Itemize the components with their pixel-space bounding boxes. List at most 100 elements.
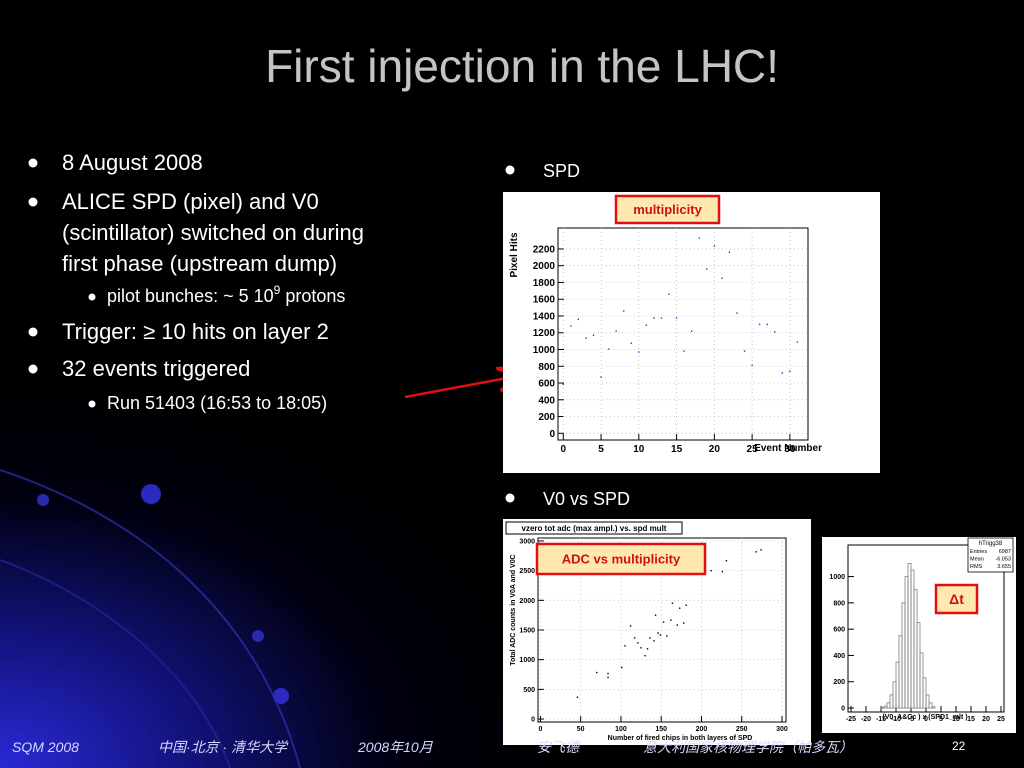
- data-point: [654, 614, 657, 616]
- data-point: [710, 569, 712, 572]
- data-point: [743, 350, 746, 352]
- y-tick-label: 1000: [829, 574, 845, 581]
- x-tick-label: -25: [846, 716, 856, 723]
- data-point: [653, 640, 655, 642]
- y-tick-label: 500: [523, 687, 535, 694]
- annotation-box: [614, 194, 721, 225]
- data-point: [659, 634, 662, 636]
- stats-value: -6.053: [995, 557, 1011, 563]
- bullet: [505, 493, 515, 503]
- data-point: [670, 619, 672, 621]
- x-tick-label: 0: [924, 716, 928, 723]
- data-point: [736, 312, 738, 314]
- decor-dot: [37, 494, 49, 506]
- histogram-bar: [925, 694, 930, 709]
- x-tick-label: 50: [577, 726, 585, 733]
- decor-dot: [252, 630, 264, 642]
- y-tick-label: 1000: [519, 657, 535, 664]
- chart-panel: [503, 192, 880, 473]
- data-point: [596, 671, 598, 674]
- x-tick-label: 0: [561, 444, 567, 455]
- data-point: [607, 672, 609, 675]
- superscript: 9: [274, 283, 281, 297]
- stats-label: RMS: [970, 564, 983, 570]
- data-point: [721, 570, 724, 573]
- footer-place: 中国·北京 · 清华大学: [158, 739, 289, 755]
- y-axis-label: Total ADC counts in V0A and V0C: [510, 554, 517, 665]
- data-point: [796, 341, 799, 343]
- plot-frame: [557, 227, 809, 441]
- bullet: [28, 327, 38, 337]
- data-point: [577, 318, 580, 321]
- data-point: [755, 551, 757, 553]
- x-tick-label: 10: [952, 716, 960, 723]
- data-point: [690, 330, 693, 332]
- data-point: [789, 370, 791, 372]
- x-tick-label: -15: [876, 716, 886, 723]
- data-point: [607, 348, 610, 350]
- data-point: [629, 625, 632, 627]
- data-point: [774, 331, 776, 333]
- bullet-text: first phase (upstream dump): [62, 251, 337, 276]
- annotation: ADC vs multiplicity: [562, 552, 681, 567]
- bullet: [28, 364, 38, 374]
- y-tick-label: 1500: [519, 627, 535, 634]
- stats-value: 3.655: [997, 564, 1011, 570]
- y-tick-label: 1200: [533, 328, 556, 339]
- data-point: [649, 637, 651, 639]
- data-point: [706, 268, 708, 270]
- text-part: Run 51403 (16:53 to 18:05): [107, 393, 327, 413]
- text-part: protons: [280, 286, 345, 306]
- histogram-bar: [931, 706, 936, 709]
- data-point: [675, 317, 678, 319]
- bullet-text: (scintillator) switched on during: [62, 220, 364, 245]
- bullet: [505, 165, 515, 175]
- x-tick-label: 30: [784, 444, 796, 455]
- y-tick-label: 1800: [533, 278, 556, 289]
- data-point: [660, 317, 663, 319]
- bullet-text: 8 August 2008: [62, 150, 203, 175]
- data-point: [662, 621, 665, 623]
- sub-bullet: [88, 293, 96, 301]
- data-point: [679, 607, 681, 609]
- y-tick-label: 400: [538, 395, 555, 406]
- data-point: [698, 237, 700, 239]
- data-point: [653, 317, 655, 319]
- sub-bullet-text: Run 51403 (16:53 to 18:05): [107, 393, 327, 413]
- x-tick-label: 25: [997, 716, 1005, 723]
- data-point: [725, 560, 728, 562]
- data-point: [683, 350, 685, 352]
- annotation-box: [934, 583, 979, 615]
- annotation: multiplicity: [633, 202, 702, 217]
- data-point: [576, 696, 579, 698]
- bullet: [28, 158, 38, 168]
- y-tick-label: 2500: [519, 568, 535, 575]
- bullet-text: V0 vs SPD: [543, 489, 630, 509]
- decor-curve: [0, 469, 301, 768]
- data-point: [623, 310, 625, 312]
- y-tick-label: 1400: [533, 311, 556, 322]
- y-tick-label: 1600: [533, 295, 556, 306]
- data-point: [644, 655, 646, 657]
- x-tick-label: 5: [939, 716, 943, 723]
- stats-label: Entries: [970, 549, 987, 555]
- data-point: [758, 323, 761, 326]
- footer-speaker: 安飞德: [537, 739, 582, 755]
- data-point: [630, 342, 632, 344]
- bullet-text: SPD: [543, 161, 580, 181]
- data-point: [668, 293, 670, 295]
- y-tick-label: 2200: [533, 244, 556, 255]
- data-point: [600, 376, 602, 378]
- x-axis-label: Number of fired chips in both layers of …: [608, 735, 753, 742]
- footer-date: 2008年10月: [357, 739, 434, 755]
- annotation: Δt: [949, 591, 964, 607]
- slide-title: First injection in the LHC!: [265, 40, 779, 92]
- data-point: [657, 632, 659, 634]
- x-tick-label: 15: [967, 716, 975, 723]
- x-axis-label: Event Number: [754, 443, 822, 454]
- data-point: [671, 602, 674, 604]
- data-point: [721, 277, 723, 279]
- text-part: pilot bunches: ~ 5 10: [107, 286, 274, 306]
- histogram-bar: [880, 706, 885, 709]
